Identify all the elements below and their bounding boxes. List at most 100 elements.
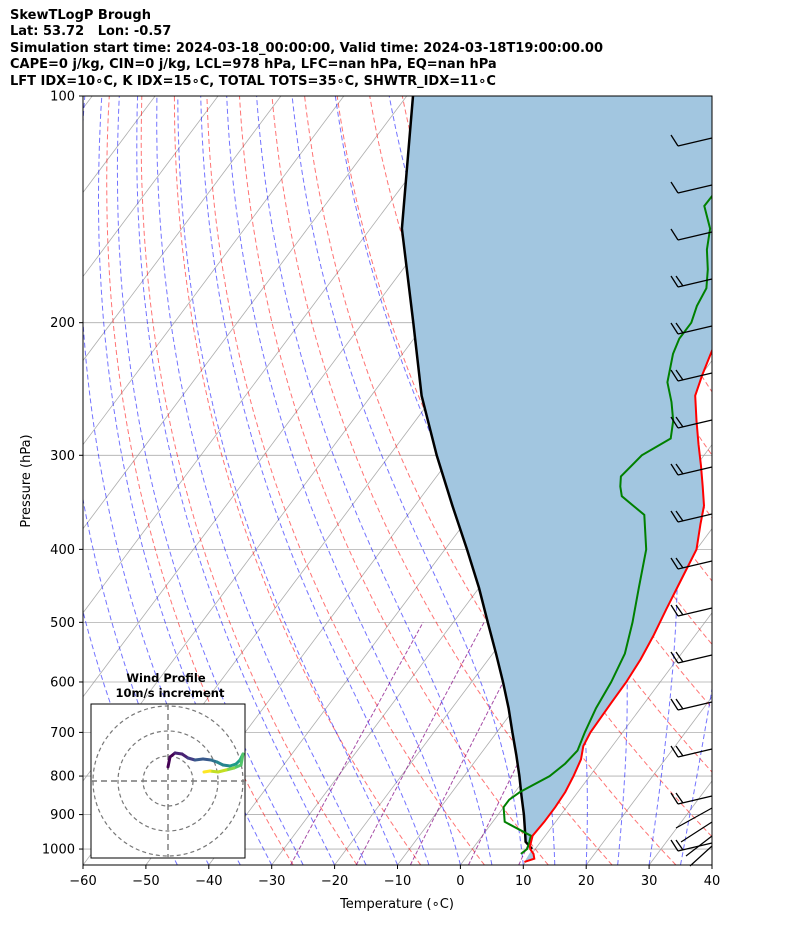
wind-barb [677, 654, 713, 664]
hodograph [91, 704, 245, 858]
dewpoint-line [502, 194, 712, 855]
cin-shaded-area [401, 96, 712, 862]
wind-barb-flag [670, 369, 679, 382]
isotherm-line [711, 864, 712, 865]
wind-barb-flag [670, 604, 679, 617]
sounding-lines [400, 96, 712, 863]
moist-adiabat [334, 96, 556, 865]
wind-barb-flag [670, 275, 679, 288]
chart-title: SkewTLogP Brough [10, 8, 151, 23]
wind-barb-flag [670, 792, 679, 805]
moist-adiabat [226, 96, 461, 865]
wind-barb-flag [670, 698, 679, 711]
wind-barb-flag [670, 181, 679, 194]
wind-barb-flag [675, 557, 684, 569]
wind-barb [677, 419, 713, 429]
dry-adiabat [106, 96, 294, 865]
dry-adiabat [206, 96, 485, 865]
plot-area [83, 96, 794, 865]
isotherm-line [83, 96, 470, 614]
y-tick-label: 700 [50, 726, 75, 741]
location-line: Lat: 53.72 Lon: -0.57 [10, 24, 172, 40]
moist-adiabat [177, 96, 398, 865]
x-tick-label: −30 [258, 874, 285, 889]
wind-barb-flag [675, 369, 684, 381]
wind-barb-flag [670, 839, 679, 852]
wind-barb [677, 607, 713, 617]
wind-barb-flag [670, 416, 679, 429]
wind-barb-flag [675, 275, 684, 287]
moist-adiabat [256, 96, 493, 865]
y-tick-label: 400 [50, 543, 75, 558]
y-tick-label: 800 [50, 770, 75, 785]
moist-adiabat [291, 96, 524, 865]
x-tick-label: −20 [321, 874, 348, 889]
x-tick-label: 40 [704, 874, 721, 889]
index-line: LFT IDX=10∘C, K IDX=15∘C, TOTAL TOTS=35∘… [10, 73, 496, 89]
wind-barb [677, 372, 713, 382]
wind-barb-flag [675, 839, 684, 851]
dry-adiabat [271, 96, 613, 865]
wind-barb [675, 807, 713, 829]
isotherm-line [83, 96, 408, 530]
y-tick-label: 100 [50, 90, 75, 105]
parcel-profile-line [400, 96, 534, 850]
x-tick-label: −60 [69, 874, 96, 889]
isotherm-line [83, 96, 93, 110]
x-tick-label: 0 [456, 874, 464, 889]
time-line: Simulation start time: 2024-03-18_00:00:… [10, 40, 603, 56]
wind-barb-flag [675, 651, 684, 663]
wind-barb [677, 842, 713, 852]
wind-barbs [670, 134, 713, 867]
moist-adiabat [744, 96, 794, 865]
y-tick-label: 900 [50, 808, 75, 823]
wind-barb-flag [675, 510, 684, 522]
wind-barb-flag [670, 463, 679, 476]
dry-adiabat [239, 96, 549, 865]
dry-adiabat [728, 96, 794, 865]
y-axis-ticks: 1000 900 800 700 600 500 400 300 200 100 [42, 90, 83, 858]
x-axis-label: Temperature (∘C) [339, 897, 454, 912]
x-tick-label: 20 [578, 874, 595, 889]
moist-adiabat [156, 96, 367, 865]
wind-barb-flag [675, 416, 684, 428]
wind-barb [677, 795, 713, 805]
x-tick-label: 30 [641, 874, 658, 889]
isotherm-line [83, 96, 219, 278]
wind-barb-flag [670, 651, 679, 664]
cape-cin-shading [401, 96, 712, 862]
isotherm-line [83, 96, 345, 446]
wind-barb [677, 184, 713, 194]
wind-barb-flag [670, 557, 679, 570]
x-tick-label: −50 [132, 874, 159, 889]
wind-barb [685, 835, 713, 857]
wind-barb [677, 466, 713, 476]
wind-barb [677, 748, 713, 758]
mixing-ratio-line [355, 622, 485, 865]
y-tick-label: 1000 [42, 843, 75, 858]
wind-barb-flag [675, 698, 684, 710]
wind-barb [680, 821, 713, 843]
wind-barb-flag [675, 745, 684, 757]
wind-barb-flag [675, 463, 684, 475]
dry-adiabat [304, 96, 677, 865]
isotherm-line [83, 96, 282, 362]
wind-barb [677, 325, 713, 335]
x-axis-ticks: −60 −50 −40 −30 −20 −10 0 10 20 30 40 [69, 865, 720, 889]
y-tick-label: 300 [50, 449, 75, 464]
dry-adiabat [140, 96, 358, 865]
moist-adiabat [711, 862, 712, 865]
isotherm-line [585, 696, 712, 865]
wind-barb-flag [670, 510, 679, 523]
x-tick-label: −10 [384, 874, 411, 889]
isotherm-line [775, 96, 794, 865]
isotherm-line [522, 612, 712, 865]
wind-barb [677, 701, 713, 711]
cape-line: CAPE=0 j/kg, CIN=0 j/kg, LCL=978 hPa, LF… [10, 57, 497, 73]
wind-barb [677, 137, 713, 147]
mixing-ratio-line [290, 622, 424, 865]
wind-barb [677, 231, 713, 241]
hodograph-segment [202, 769, 212, 774]
y-axis-label: Pressure (hPa) [19, 434, 34, 527]
